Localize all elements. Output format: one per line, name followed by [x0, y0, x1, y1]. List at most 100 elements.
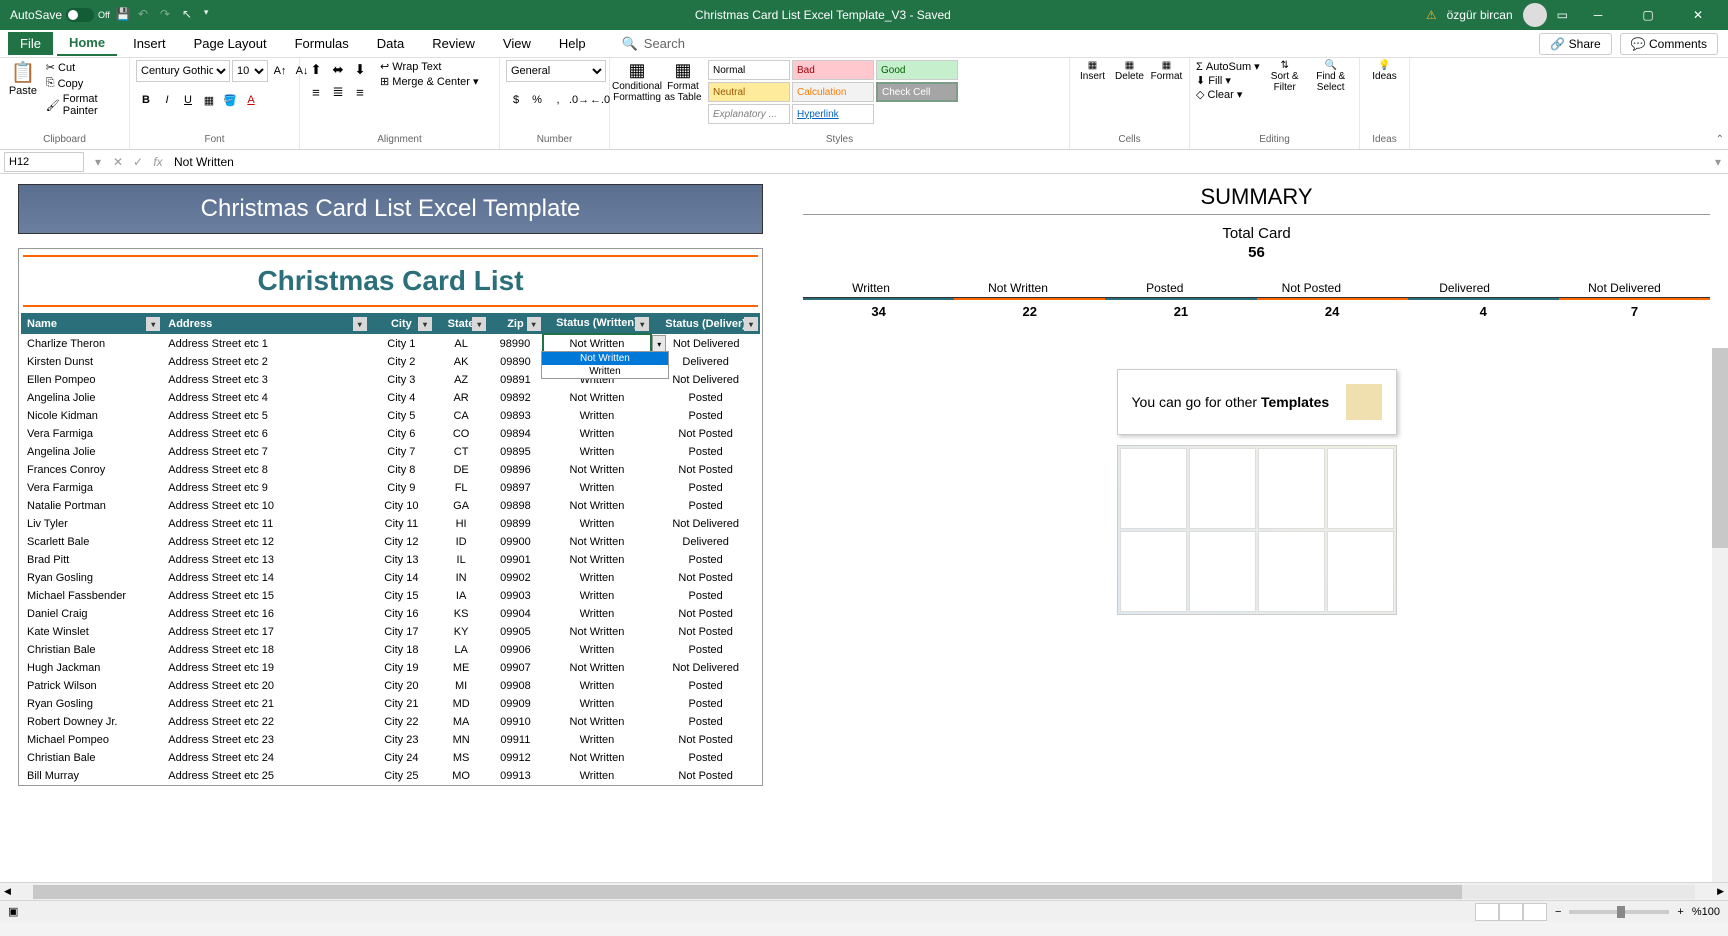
table-cell[interactable]: City 2 — [369, 353, 434, 371]
align-top-button[interactable]: ⬆ — [306, 60, 326, 80]
comma-button[interactable]: , — [548, 90, 568, 110]
table-cell[interactable]: Address Street etc 14 — [162, 569, 368, 587]
table-cell[interactable]: MN — [434, 731, 488, 749]
sort-filter-button[interactable]: ⇅Sort & Filter — [1264, 60, 1306, 93]
delete-cells-button[interactable]: ▦Delete — [1113, 60, 1146, 82]
table-cell[interactable]: Address Street etc 25 — [162, 767, 368, 785]
table-row[interactable]: Michael PompeoAddress Street etc 23City … — [21, 731, 760, 749]
table-cell[interactable]: Written — [543, 605, 652, 623]
column-header[interactable]: State▾ — [434, 313, 488, 334]
table-cell[interactable]: Not Written — [543, 713, 652, 731]
table-cell[interactable]: Ellen Pompeo — [21, 371, 162, 389]
table-cell[interactable]: Posted — [651, 641, 760, 659]
table-cell[interactable]: LA — [434, 641, 488, 659]
table-cell[interactable]: Not Posted — [651, 425, 760, 443]
table-cell[interactable]: Address Street etc 2 — [162, 353, 368, 371]
increase-decimal-button[interactable]: .0→ — [569, 90, 589, 110]
style-normal[interactable]: Normal — [708, 60, 790, 80]
align-left-button[interactable]: ≡ — [306, 82, 326, 102]
table-cell[interactable]: Not Delivered — [651, 515, 760, 533]
table-cell[interactable]: Posted — [651, 479, 760, 497]
align-right-button[interactable]: ≡ — [350, 82, 370, 102]
table-cell[interactable]: Scarlett Bale — [21, 533, 162, 551]
table-cell[interactable]: Not Written — [543, 533, 652, 551]
tab-view[interactable]: View — [491, 32, 543, 55]
format-painter-button[interactable]: 🖌Format Painter — [44, 92, 123, 118]
table-cell[interactable]: CO — [434, 425, 488, 443]
table-cell[interactable]: Not Posted — [651, 569, 760, 587]
close-button[interactable]: ✕ — [1678, 0, 1718, 30]
table-cell[interactable]: Address Street etc 16 — [162, 605, 368, 623]
style-neutral[interactable]: Neutral — [708, 82, 790, 102]
tab-file[interactable]: File — [8, 32, 53, 55]
column-header[interactable]: Name▾ — [21, 313, 162, 334]
redo-icon[interactable]: ↷ — [160, 7, 176, 23]
table-cell[interactable]: City 14 — [369, 569, 434, 587]
conditional-formatting-button[interactable]: ▦Conditional Formatting — [616, 60, 658, 103]
table-cell[interactable]: Patrick Wilson — [21, 677, 162, 695]
table-cell[interactable]: Written — [543, 731, 652, 749]
table-cell[interactable]: Address Street etc 17 — [162, 623, 368, 641]
table-row[interactable]: Ryan GoslingAddress Street etc 21City 21… — [21, 695, 760, 713]
tab-review[interactable]: Review — [420, 32, 487, 55]
column-header[interactable]: Status (Written)▾ — [543, 313, 652, 334]
table-cell[interactable]: Address Street etc 5 — [162, 407, 368, 425]
table-row[interactable]: Brad PittAddress Street etc 13City 13IL0… — [21, 551, 760, 569]
autosave-toggle[interactable]: AutoSave Off — [10, 8, 110, 22]
table-cell[interactable]: Address Street etc 4 — [162, 389, 368, 407]
table-cell[interactable]: Kate Winslet — [21, 623, 162, 641]
table-row[interactable]: Kirsten DunstAddress Street etc 2City 2A… — [21, 353, 760, 371]
bold-button[interactable]: B — [136, 90, 156, 110]
table-cell[interactable]: Not Written — [543, 497, 652, 515]
tab-help[interactable]: Help — [547, 32, 598, 55]
table-row[interactable]: Liv TylerAddress Street etc 11City 11HI0… — [21, 515, 760, 533]
column-header[interactable]: Zip▾ — [488, 313, 542, 334]
table-cell[interactable]: ME — [434, 659, 488, 677]
table-cell[interactable]: 09902 — [488, 569, 542, 587]
formula-input[interactable] — [168, 152, 1708, 172]
table-cell[interactable]: Christian Bale — [21, 749, 162, 767]
tab-page-layout[interactable]: Page Layout — [182, 32, 279, 55]
table-cell[interactable]: City 6 — [369, 425, 434, 443]
table-row[interactable]: Angelina JolieAddress Street etc 7City 7… — [21, 443, 760, 461]
table-cell[interactable]: Written — [543, 587, 652, 605]
table-cell[interactable]: 09901 — [488, 551, 542, 569]
table-cell[interactable]: MI — [434, 677, 488, 695]
table-cell[interactable]: Address Street etc 3 — [162, 371, 368, 389]
table-cell[interactable]: Nicole Kidman — [21, 407, 162, 425]
table-cell[interactable]: Not Posted — [651, 767, 760, 785]
minimize-button[interactable]: ─ — [1578, 0, 1618, 30]
table-cell[interactable]: Not Written — [543, 659, 652, 677]
table-row[interactable]: Patrick WilsonAddress Street etc 20City … — [21, 677, 760, 695]
share-button[interactable]: 🔗 Share — [1539, 33, 1611, 55]
table-cell[interactable]: Written — [543, 407, 652, 425]
table-cell[interactable]: Not WrittenWritten — [543, 353, 652, 371]
style-good[interactable]: Good — [876, 60, 958, 80]
validation-dropdown[interactable]: Not WrittenWritten — [541, 351, 670, 379]
format-cells-button[interactable]: ▦Format — [1150, 60, 1183, 82]
table-cell[interactable]: Address Street etc 24 — [162, 749, 368, 767]
font-color-button[interactable]: A — [241, 90, 261, 110]
table-cell[interactable]: City 24 — [369, 749, 434, 767]
table-cell[interactable]: IA — [434, 587, 488, 605]
table-cell[interactable]: Address Street etc 11 — [162, 515, 368, 533]
table-cell[interactable]: Address Street etc 10 — [162, 497, 368, 515]
table-cell[interactable]: AK — [434, 353, 488, 371]
table-row[interactable]: Daniel CraigAddress Street etc 16City 16… — [21, 605, 760, 623]
table-cell[interactable]: Not Delivered — [651, 659, 760, 677]
table-cell[interactable]: Address Street etc 8 — [162, 461, 368, 479]
save-icon[interactable]: 💾 — [116, 7, 132, 23]
table-cell[interactable]: 09890 — [488, 353, 542, 371]
table-cell[interactable]: City 12 — [369, 533, 434, 551]
zoom-in-button[interactable]: + — [1677, 906, 1683, 918]
filter-arrow-icon[interactable]: ▾ — [635, 317, 649, 331]
table-cell[interactable]: 09894 — [488, 425, 542, 443]
table-cell[interactable]: Daniel Craig — [21, 605, 162, 623]
table-cell[interactable]: Hugh Jackman — [21, 659, 162, 677]
table-cell[interactable]: 09892 — [488, 389, 542, 407]
table-cell[interactable]: Bill Murray — [21, 767, 162, 785]
table-cell[interactable]: City 4 — [369, 389, 434, 407]
table-cell[interactable]: 98990 — [488, 334, 542, 353]
table-cell[interactable]: City 13 — [369, 551, 434, 569]
table-cell[interactable]: Liv Tyler — [21, 515, 162, 533]
